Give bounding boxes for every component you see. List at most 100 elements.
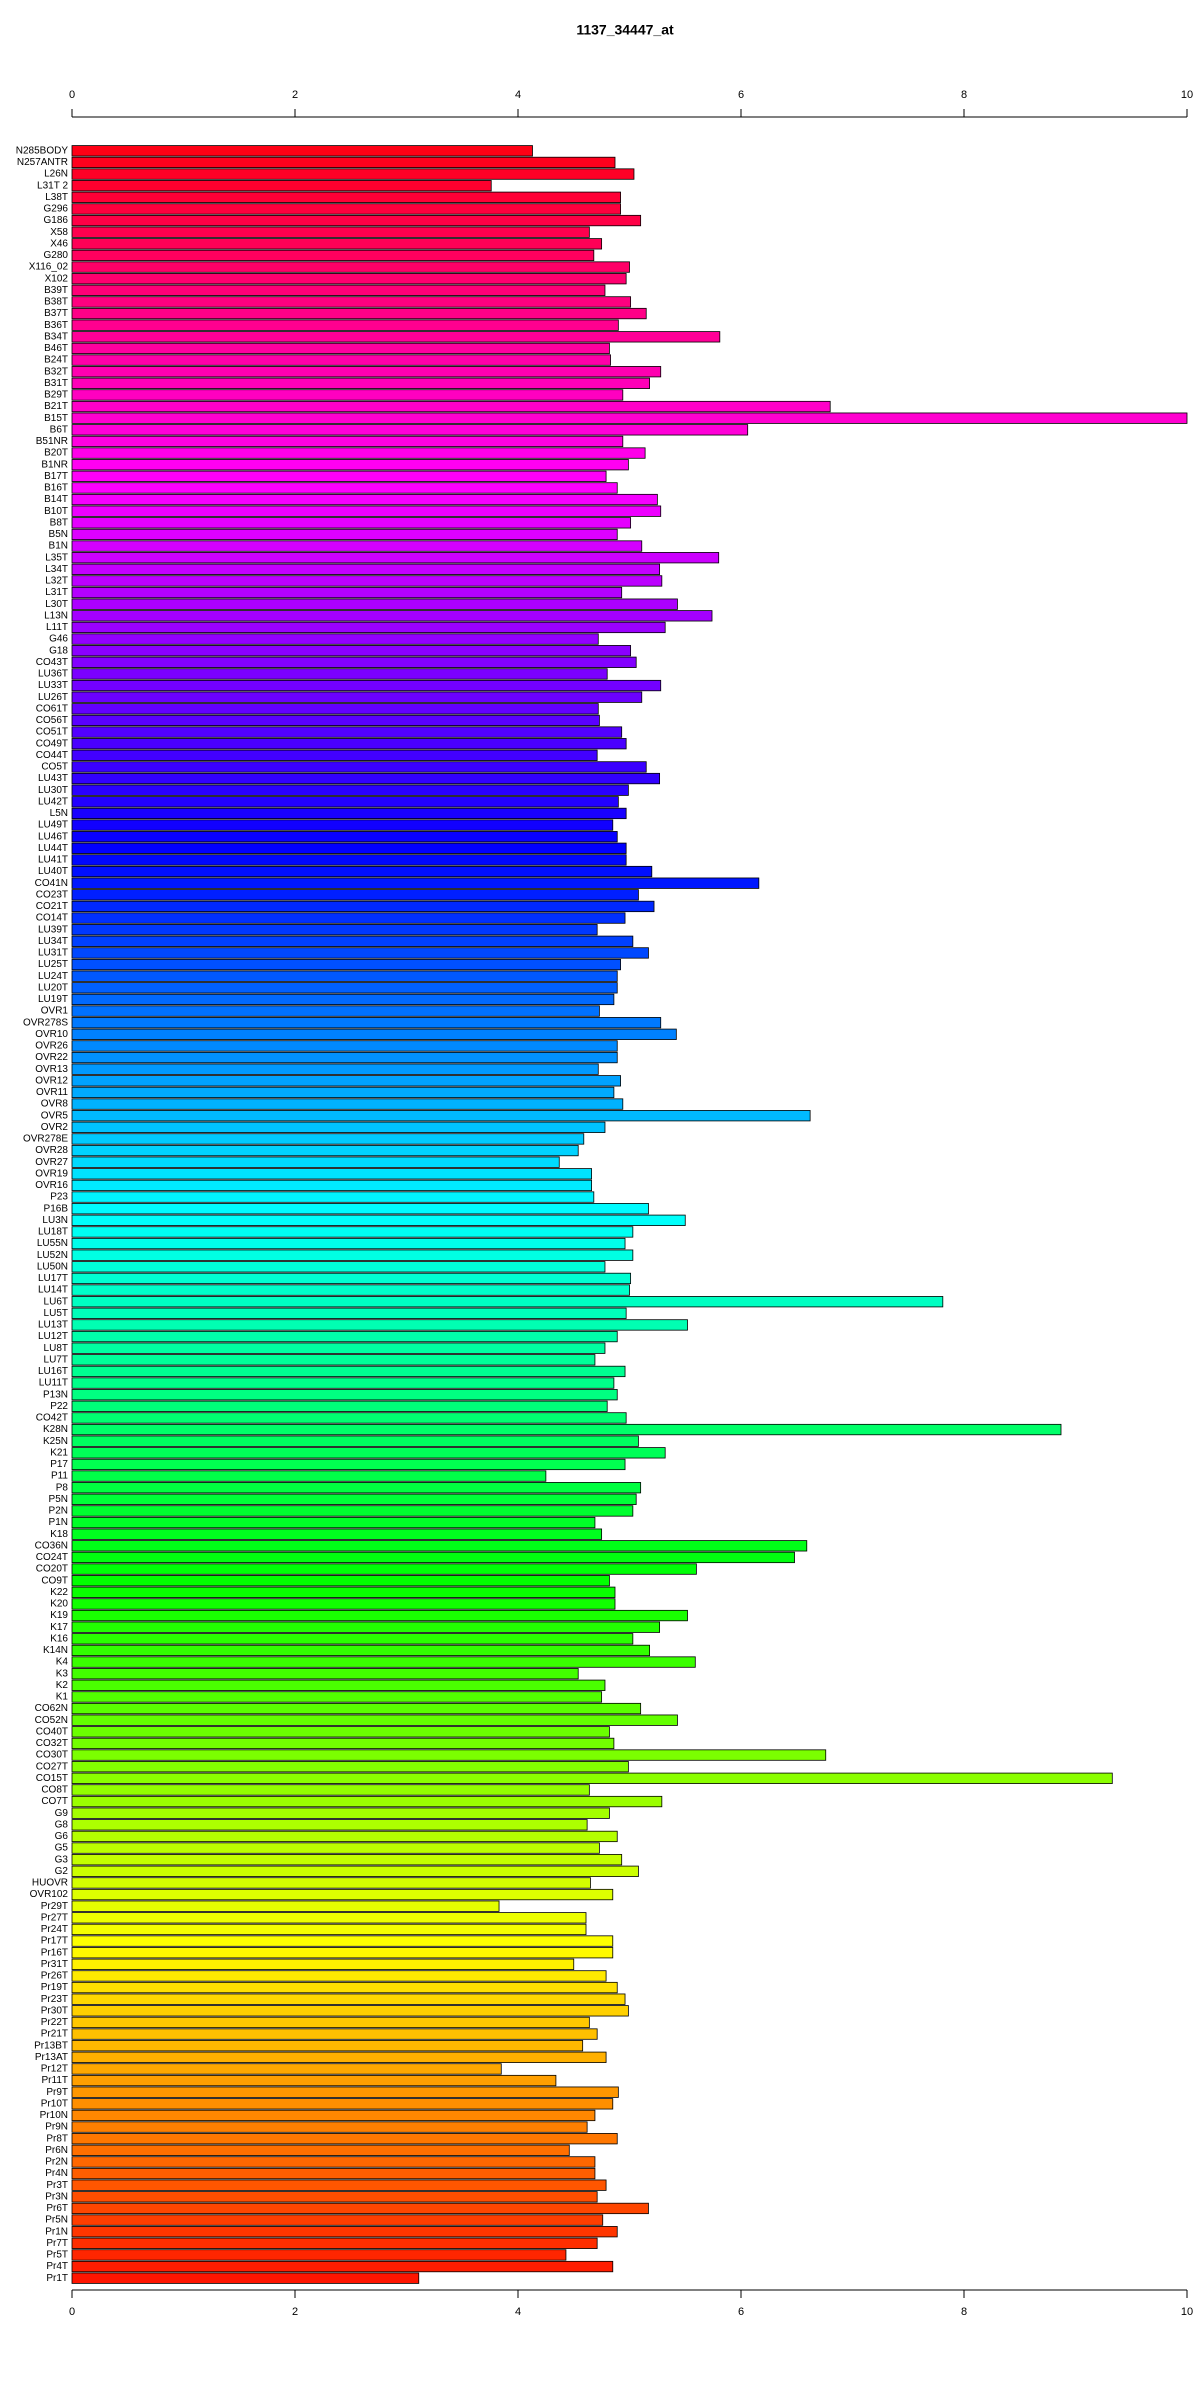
bar — [71, 1249, 634, 1261]
bar — [71, 2237, 598, 2249]
bar — [71, 912, 626, 924]
y-tick-label: G6 — [55, 1831, 69, 1842]
bar — [71, 552, 720, 564]
y-tick-label: LU30T — [38, 785, 68, 796]
bar — [71, 1086, 615, 1099]
y-tick-label: LU44T — [38, 843, 68, 854]
y-tick-label: B29T — [44, 390, 68, 401]
bar — [71, 2063, 502, 2075]
bar — [71, 342, 610, 355]
bar — [71, 540, 643, 552]
y-tick-label: CO52N — [35, 1715, 68, 1726]
bar — [71, 1203, 649, 1215]
bar — [71, 226, 590, 238]
bar — [71, 2086, 619, 2098]
bar — [71, 1540, 808, 1552]
y-tick-label: LU16T — [38, 1366, 68, 1377]
x-tick-label: 6 — [738, 89, 744, 101]
y-tick-label: Pr21T — [41, 2029, 68, 2040]
y-tick-label: LU31T — [38, 948, 68, 959]
bar — [71, 2109, 596, 2122]
y-tick-label: LU11T — [39, 1378, 68, 1389]
bar — [71, 470, 607, 482]
bar — [71, 296, 632, 308]
y-tick-label: OVR12 — [35, 1075, 68, 1086]
y-tick-label: K17 — [50, 1622, 68, 1633]
bar — [71, 2144, 570, 2156]
bar — [71, 2133, 618, 2145]
y-tick-label: B36T — [44, 320, 68, 331]
bar — [71, 1563, 697, 1575]
bar — [71, 1551, 795, 1564]
y-tick-label: B14T — [44, 494, 68, 505]
x-tick-label: 6 — [738, 2306, 744, 2318]
bar — [71, 889, 639, 901]
y-tick-label: B20T — [44, 448, 68, 459]
bar — [71, 1807, 610, 1819]
y-tick-label: P2N — [49, 1506, 68, 1517]
y-tick-label: CO8T — [41, 1785, 68, 1796]
bar — [71, 1598, 616, 1610]
y-tick-label: HUOVR — [32, 1878, 68, 1889]
bar — [71, 435, 624, 448]
y-tick-label: X102 — [45, 273, 69, 284]
bar — [71, 691, 643, 703]
y-tick-label: G2 — [55, 1866, 69, 1877]
bar — [71, 1214, 686, 1226]
bar — [71, 1168, 592, 1180]
bar — [71, 1981, 618, 1994]
y-tick-label: B34T — [44, 331, 68, 342]
bar — [71, 1923, 587, 1936]
bar — [71, 1005, 600, 1017]
y-tick-label: P11 — [51, 1471, 68, 1482]
bar — [71, 1772, 1113, 1784]
y-tick-label: LU43T — [38, 773, 68, 784]
bar — [71, 842, 627, 854]
bar — [71, 935, 634, 947]
bar — [71, 1075, 621, 1087]
y-tick-label: Pr22T — [41, 2017, 68, 2028]
bar — [71, 249, 595, 262]
y-tick-label: K3 — [56, 1668, 69, 1679]
bar — [71, 459, 629, 471]
bar — [71, 831, 618, 843]
bar — [71, 412, 1188, 424]
y-tick-label: LU52N — [37, 1250, 68, 1261]
y-tick-label: P16B — [44, 1203, 69, 1214]
y-tick-label: CO15T — [36, 1773, 68, 1784]
y-tick-label: K22 — [50, 1587, 68, 1598]
y-tick-label: OVR102 — [30, 1889, 69, 1900]
bar — [71, 784, 629, 796]
bar — [71, 307, 647, 320]
y-tick-label: K19 — [50, 1610, 68, 1621]
bar — [71, 1888, 614, 1901]
y-tick-label: LU24T — [38, 971, 68, 982]
y-tick-label: CO42T — [36, 1413, 68, 1424]
y-tick-label: B1NR — [41, 459, 68, 470]
bar — [71, 1051, 618, 1064]
y-tick-label: Pr3N — [45, 2191, 68, 2202]
y-tick-label: P22 — [50, 1401, 68, 1412]
y-tick-label: CO51T — [36, 727, 68, 738]
y-tick-label: B16T — [44, 483, 68, 494]
y-tick-label: N285BODY — [16, 145, 69, 156]
bar — [71, 2202, 649, 2215]
y-tick-label: B5N — [49, 529, 68, 540]
y-tick-label: B1N — [49, 541, 68, 552]
y-tick-label: CO14T — [36, 913, 68, 924]
bar — [71, 528, 618, 541]
y-tick-label: L11T — [46, 622, 68, 633]
bar — [71, 1749, 827, 1761]
bar — [71, 1179, 592, 1192]
y-tick-label: CO9T — [41, 1575, 68, 1586]
y-tick-label: OVR1 — [41, 1006, 69, 1017]
y-tick-label: B21T — [44, 401, 68, 412]
y-tick-label: B39T — [44, 285, 68, 296]
bar — [71, 1191, 595, 1203]
bar — [71, 796, 619, 808]
bar — [71, 1609, 688, 1622]
bar — [71, 1970, 607, 1982]
y-tick-label: LU42T — [38, 796, 68, 807]
bar — [71, 621, 666, 634]
x-tick-label: 8 — [961, 89, 967, 101]
